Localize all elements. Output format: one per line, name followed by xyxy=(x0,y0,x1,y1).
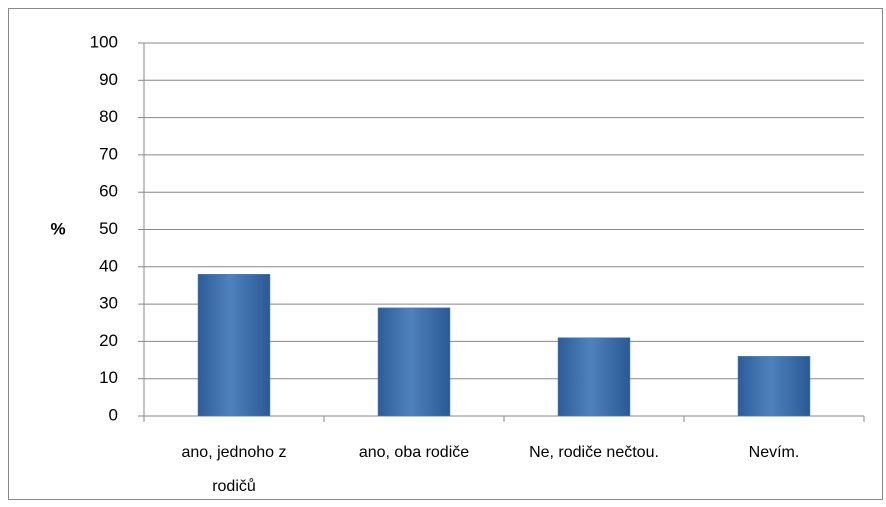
x-tick-label: Ne, rodiče nečtou. xyxy=(529,444,659,461)
bar xyxy=(737,356,811,417)
y-tick-label: 20 xyxy=(99,331,118,350)
y-tick-label: 30 xyxy=(99,294,118,313)
y-tick-label: 50 xyxy=(99,219,118,238)
chart-border xyxy=(8,8,883,500)
x-tick-label: Nevím. xyxy=(748,444,800,461)
y-tick-label: 10 xyxy=(99,368,118,387)
bar xyxy=(377,307,451,417)
bar xyxy=(557,337,631,417)
y-tick-label: 70 xyxy=(99,144,118,163)
y-tick-label: 40 xyxy=(99,256,118,275)
x-tick-label: ano, oba rodiče xyxy=(358,444,470,461)
y-axis-label: % xyxy=(50,219,65,238)
y-tick-label: 100 xyxy=(90,32,118,51)
y-tick-label: 90 xyxy=(99,70,118,89)
y-tick-label: 80 xyxy=(99,107,118,126)
y-tick-label: 60 xyxy=(99,182,118,201)
bar xyxy=(197,274,271,417)
y-tick-label: 0 xyxy=(109,405,118,424)
x-tick-label: ano, jednoho z rodičů xyxy=(181,444,287,495)
